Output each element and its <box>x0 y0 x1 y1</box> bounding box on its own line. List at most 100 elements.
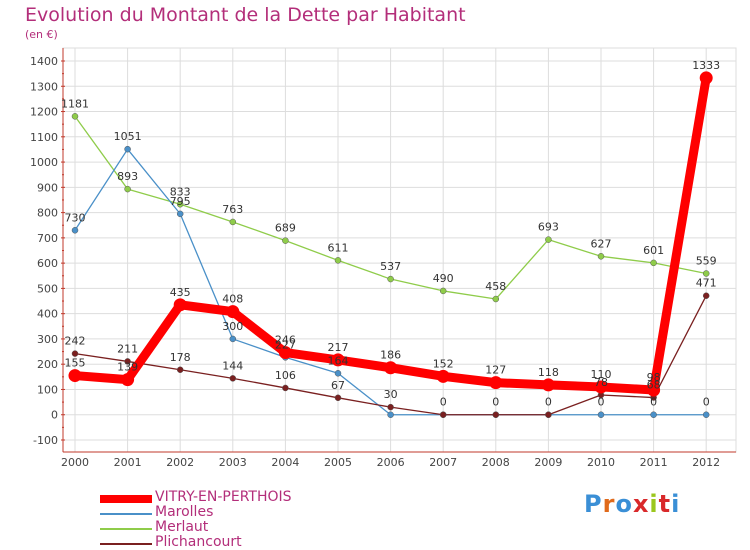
series-point <box>68 369 82 383</box>
x-tick-label: 2008 <box>482 456 510 469</box>
series-point <box>699 71 713 85</box>
data-label: 30 <box>384 388 398 401</box>
y-tick-label: 1000 <box>30 156 58 169</box>
x-tick-label: 2004 <box>271 456 299 469</box>
series-point <box>173 298 187 312</box>
series-point <box>278 346 292 360</box>
series-point <box>124 145 131 153</box>
x-tick-label: 2000 <box>61 456 89 469</box>
data-label: 164 <box>328 354 349 367</box>
series-point <box>334 370 342 377</box>
series-point <box>121 373 135 387</box>
series-point <box>226 305 240 319</box>
legend-swatch-marolles <box>100 513 152 515</box>
data-label: 763 <box>222 203 243 216</box>
series-point <box>176 366 184 374</box>
series-point <box>492 411 500 418</box>
x-tick-label: 2007 <box>429 456 457 469</box>
logo-letter: i <box>671 490 681 518</box>
legend-swatch-plichancourt <box>100 543 152 545</box>
series-point <box>229 218 237 226</box>
data-label: 186 <box>380 349 401 362</box>
y-tick-label: 200 <box>37 358 58 371</box>
data-label: 227 <box>275 338 296 351</box>
series-point <box>436 369 450 383</box>
series-point <box>334 257 342 264</box>
series-point <box>439 287 447 295</box>
x-tick-label: 2005 <box>324 456 352 469</box>
data-label: 0 <box>492 396 499 409</box>
series-point <box>176 210 184 218</box>
data-label: 1051 <box>114 130 142 143</box>
series-point <box>387 403 394 411</box>
series-point <box>384 361 398 375</box>
logo-letter: t <box>658 490 672 518</box>
series-point <box>702 411 710 418</box>
data-label: 730 <box>65 211 86 224</box>
data-label: 242 <box>65 335 86 348</box>
data-label: 693 <box>538 221 559 234</box>
x-tick-label: 2002 <box>166 456 194 469</box>
series-point <box>71 113 79 120</box>
data-label: 458 <box>485 280 506 293</box>
series-point <box>545 236 552 243</box>
y-tick-label: 1400 <box>30 55 58 68</box>
series-point <box>594 380 608 394</box>
y-tick-label: 0 <box>51 409 58 422</box>
data-label: 601 <box>643 244 664 257</box>
series-point <box>229 335 237 343</box>
data-label: 0 <box>440 396 447 409</box>
y-tick-label: 1200 <box>30 106 58 119</box>
data-label: 471 <box>696 277 717 290</box>
data-label: 211 <box>117 342 138 355</box>
x-tick-label: 2001 <box>114 456 142 469</box>
series-point <box>545 411 552 418</box>
data-label: 0 <box>598 396 605 409</box>
data-label: 435 <box>170 286 191 299</box>
series-point <box>489 376 503 390</box>
data-label: 178 <box>170 351 191 364</box>
y-tick-label: -100 <box>33 434 58 447</box>
y-unit-label: (en €) <box>25 28 58 41</box>
y-tick-label: 300 <box>37 333 58 346</box>
data-label: 490 <box>433 272 454 285</box>
data-label: 893 <box>117 170 138 183</box>
data-label: 98 <box>647 371 661 384</box>
logo-letter: o <box>615 490 633 518</box>
legend-label-merlaut: Merlaut <box>155 519 209 535</box>
data-label: 0 <box>650 396 657 409</box>
series-point <box>647 383 661 397</box>
series-point <box>71 227 79 234</box>
legend-label-plichancourt: Plichancourt <box>155 534 242 550</box>
series-point <box>282 237 289 244</box>
y-tick-label: 500 <box>37 282 58 295</box>
data-label: 68 <box>647 379 661 392</box>
data-label: 0 <box>703 396 710 409</box>
data-label: 627 <box>591 237 612 250</box>
data-label: 537 <box>380 260 401 273</box>
legend-swatch-vitry <box>100 495 152 503</box>
legend-label-marolles: Marolles <box>155 504 214 520</box>
series-point <box>229 375 237 382</box>
series-point <box>541 378 555 392</box>
series-point <box>124 185 131 193</box>
series-point <box>71 350 79 357</box>
data-label: 152 <box>433 357 454 370</box>
data-label: 795 <box>170 195 191 208</box>
logo-letter: P <box>584 490 603 518</box>
y-tick-label: 800 <box>37 207 58 220</box>
data-label: 408 <box>222 293 243 306</box>
data-label: 689 <box>275 222 296 235</box>
data-label: 1333 <box>692 59 720 72</box>
series-point <box>702 292 710 299</box>
data-label: 144 <box>222 359 243 372</box>
data-label: 559 <box>696 254 717 267</box>
data-label: 611 <box>328 241 349 254</box>
data-label: 246 <box>275 334 296 347</box>
y-tick-label: 900 <box>37 181 58 194</box>
logo-letter: i <box>649 490 659 518</box>
data-label: 110 <box>591 368 612 381</box>
y-tick-label: 600 <box>37 257 58 270</box>
